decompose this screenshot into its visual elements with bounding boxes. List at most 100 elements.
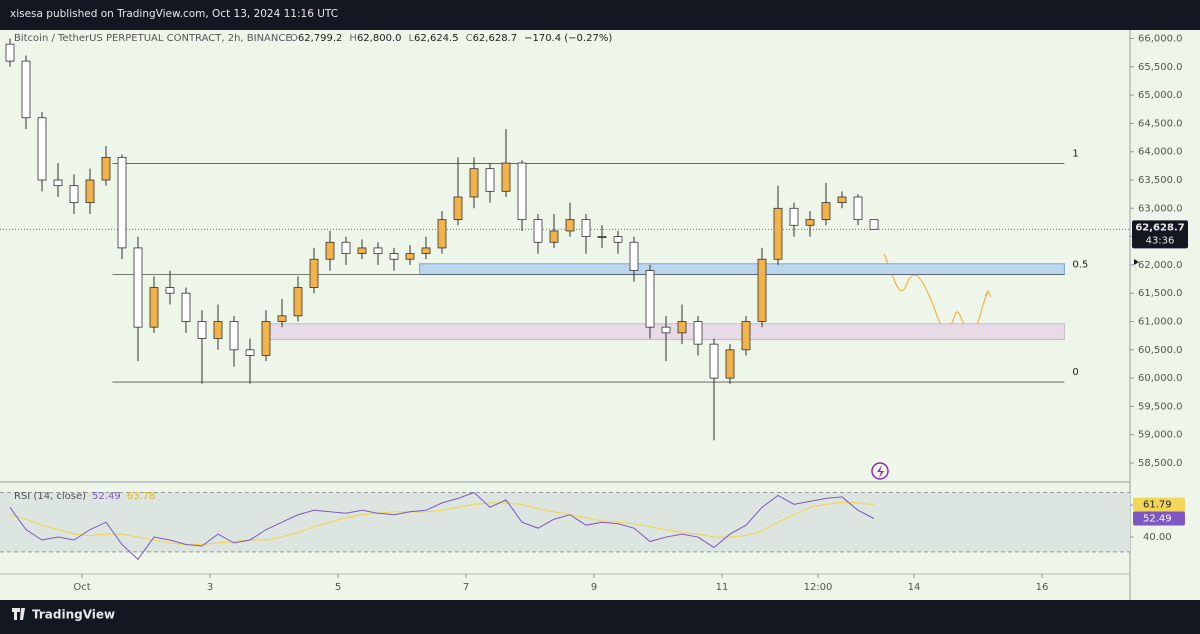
x-tick-label: Oct	[73, 582, 90, 593]
rsi-line	[9, 491, 875, 561]
y-tick-label: 63,500.0	[1138, 175, 1183, 186]
candle-body	[533, 219, 543, 243]
candle-body	[757, 258, 767, 322]
candle-body	[133, 247, 143, 328]
y-tick-label: 64,000.0	[1138, 147, 1183, 158]
y-tick-label: 65,500.0	[1138, 62, 1183, 73]
y-tick-label: 66,000.0	[1138, 33, 1183, 44]
candle-body	[581, 219, 591, 238]
rsi-legend: RSI (14, close)	[14, 491, 86, 502]
fib-label: 0.5	[1072, 260, 1088, 271]
rsi-line	[9, 501, 875, 546]
candle-body	[85, 179, 95, 204]
x-tick-label: 12:00	[804, 582, 833, 593]
y-tick-label: 62,000.0	[1138, 260, 1183, 271]
brand-name: TradingView	[32, 608, 115, 622]
x-tick-label: 3	[207, 582, 213, 593]
candle-body	[373, 247, 383, 254]
x-tick-label: 7	[463, 582, 469, 593]
candle-body	[69, 185, 79, 204]
chart-title: Bitcoin / TetherUS PERPETUAL CONTRACT, 2…	[14, 33, 292, 44]
ma-legend-value: 63.78	[127, 491, 156, 502]
candle-body	[805, 219, 815, 226]
y-tick-label: 65,000.0	[1138, 90, 1183, 101]
candle-body	[597, 236, 607, 239]
candle-body	[149, 287, 159, 328]
y-tick-label: 59,500.0	[1138, 401, 1183, 412]
top-bar	[0, 0, 1200, 30]
candle-body	[613, 236, 623, 243]
x-tick-label: 14	[908, 582, 921, 593]
candle-body	[293, 287, 303, 317]
y-tick-label: 61,500.0	[1138, 288, 1183, 299]
candle-body	[517, 162, 527, 221]
ohlc-legend: −170.4 (−0.27%)	[524, 33, 612, 44]
candle-body	[37, 117, 47, 181]
last-price-label: 62,628.7	[1135, 222, 1184, 233]
candle-body	[741, 321, 751, 351]
y-tick-label: 61,000.0	[1138, 317, 1183, 328]
candle-body	[837, 196, 847, 204]
candle-body	[869, 219, 879, 230]
x-tick-label: 16	[1036, 582, 1049, 593]
candle-body	[357, 247, 367, 254]
candle-body	[181, 292, 191, 322]
last-price-box	[1132, 220, 1188, 249]
x-tick-label: 9	[591, 582, 597, 593]
candle-body	[853, 196, 863, 221]
candle-body	[485, 168, 495, 192]
fib-label: 0	[1072, 367, 1078, 378]
ohlc-legend: C	[466, 33, 473, 44]
x-tick-label: 5	[335, 582, 341, 593]
candle-body	[53, 179, 63, 187]
candle-body	[629, 241, 639, 271]
x-tick-label: 11	[716, 582, 729, 593]
bottom-bar	[0, 600, 1200, 630]
ohlc-legend: L	[408, 33, 414, 44]
ohlc-legend: H	[349, 33, 357, 44]
alert-icon[interactable]	[871, 462, 889, 480]
ohlc-legend: 62,624.5	[414, 33, 459, 44]
candle-body	[21, 60, 31, 119]
y-tick-label: 60,500.0	[1138, 345, 1183, 356]
ohlc-legend: 62,799.2	[298, 33, 343, 44]
candle-body	[773, 207, 783, 260]
candle-body	[245, 349, 255, 356]
candle-body	[213, 321, 223, 339]
candle-body	[101, 156, 111, 181]
y-tick-label: 40.00	[1143, 532, 1172, 543]
candle-body	[549, 230, 559, 243]
candle-body	[789, 207, 799, 226]
ohlc-legend: 62,800.0	[357, 33, 402, 44]
y-tick-label: 58,500.0	[1138, 458, 1183, 469]
candle-body	[565, 219, 575, 232]
ohlc-legend: 62,628.7	[473, 33, 518, 44]
candle-body	[261, 321, 271, 356]
candle-body	[645, 270, 655, 328]
alert-bolt	[877, 465, 884, 478]
value-box-label: 61.79	[1143, 500, 1172, 511]
candle-body	[693, 321, 703, 345]
value-box-label: 52.49	[1143, 513, 1172, 524]
candle-body	[229, 321, 239, 351]
candle-body	[709, 343, 719, 379]
candle-body	[405, 253, 415, 260]
candle-body	[453, 196, 463, 221]
candle-body	[821, 202, 831, 221]
rsi-legend-value: 52.49	[92, 491, 121, 502]
candle-body	[389, 253, 399, 260]
value-box	[1133, 511, 1185, 526]
y-tick-label: 63,000.0	[1138, 203, 1183, 214]
y-tick-label: 60,000.0	[1138, 373, 1183, 384]
projection-arrowhead	[984, 289, 992, 298]
fib-label: 1	[1072, 149, 1078, 160]
candle-body	[309, 258, 319, 288]
zone	[419, 263, 1065, 276]
ohlc-legend: O	[290, 33, 298, 44]
candle-body	[325, 241, 335, 260]
axis-marker	[1134, 259, 1139, 265]
candle-body	[661, 326, 671, 334]
rsi-band	[0, 492, 1130, 552]
candle-body	[277, 315, 287, 322]
